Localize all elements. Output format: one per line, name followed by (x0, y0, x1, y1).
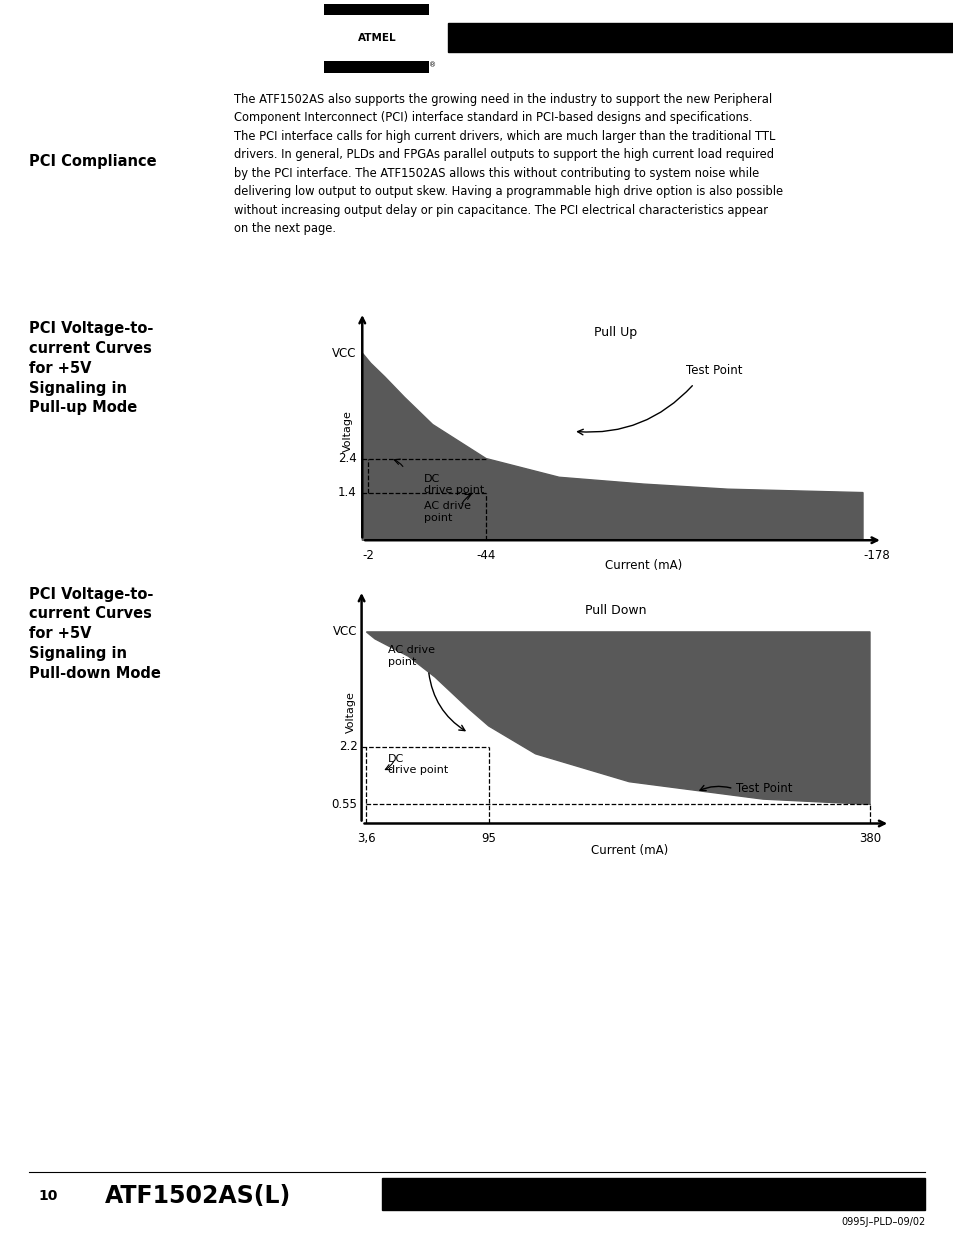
Text: PCI Voltage-to-
current Curves
for +5V
Signaling in
Pull-down Mode: PCI Voltage-to- current Curves for +5V S… (29, 587, 160, 680)
Text: AC drive
point: AC drive point (424, 501, 471, 522)
Text: DC
drive point: DC drive point (424, 474, 484, 495)
Text: Voltage: Voltage (343, 410, 353, 452)
Text: 2.4: 2.4 (337, 452, 356, 466)
Text: 3,6: 3,6 (356, 832, 375, 845)
Bar (324, 4, 429, 15)
Polygon shape (362, 353, 862, 540)
Text: 0.55: 0.55 (332, 798, 357, 811)
Text: ATMEL: ATMEL (357, 33, 395, 43)
Text: 380: 380 (858, 832, 881, 845)
Text: PCI Voltage-to-
current Curves
for +5V
Signaling in
Pull-up Mode: PCI Voltage-to- current Curves for +5V S… (29, 321, 152, 415)
Text: VCC: VCC (332, 347, 356, 359)
Text: Current (mA): Current (mA) (604, 559, 681, 572)
Bar (381, 1178, 924, 1210)
Bar (324, 4, 429, 73)
Text: 10: 10 (38, 1188, 57, 1203)
Bar (324, 62, 429, 73)
Text: Pull Up: Pull Up (594, 326, 637, 338)
Text: PCI Compliance: PCI Compliance (29, 154, 156, 169)
Text: ®: ® (429, 62, 436, 68)
Text: ATF1502AS(L): ATF1502AS(L) (105, 1183, 291, 1208)
Text: The ATF1502AS also supports the growing need in the industry to support the new : The ATF1502AS also supports the growing … (233, 93, 782, 235)
Text: 2.2: 2.2 (338, 740, 357, 753)
Text: 1.4: 1.4 (337, 487, 356, 499)
Text: -44: -44 (476, 548, 496, 562)
Bar (448, 23, 953, 52)
Polygon shape (366, 632, 869, 804)
Text: AC drive
point: AC drive point (388, 646, 435, 667)
Text: Pull Down: Pull Down (584, 604, 646, 618)
Text: DC
drive point: DC drive point (388, 753, 448, 776)
Text: -2: -2 (361, 548, 374, 562)
Text: Voltage: Voltage (346, 692, 355, 732)
Text: Current (mA): Current (mA) (590, 845, 667, 857)
Text: VCC: VCC (333, 625, 357, 638)
Text: Test Point: Test Point (685, 363, 741, 377)
Text: 0995J–PLD–09/02: 0995J–PLD–09/02 (841, 1218, 924, 1228)
Text: -178: -178 (862, 548, 889, 562)
Text: Test Point: Test Point (736, 782, 792, 795)
Text: 95: 95 (480, 832, 496, 845)
